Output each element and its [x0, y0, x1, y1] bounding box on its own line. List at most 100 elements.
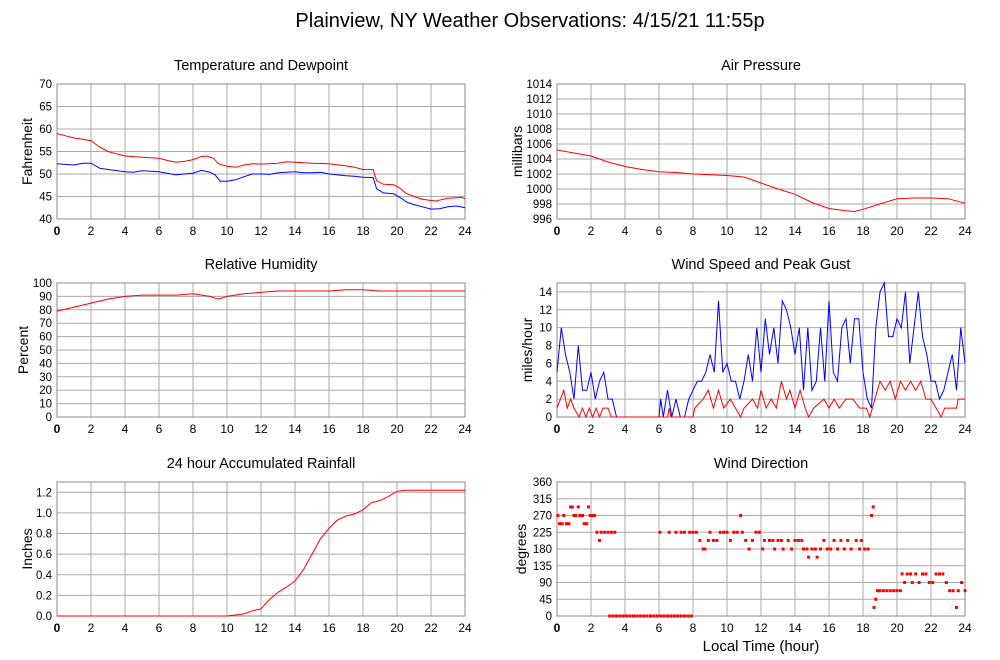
panel-title: Air Pressure	[721, 58, 801, 74]
x-tick-label: 12	[254, 224, 268, 238]
y-tick-label: 0.4	[36, 570, 53, 582]
x-tick-label: 4	[622, 422, 629, 436]
y-axis-label: millibars	[509, 126, 525, 177]
data-point	[683, 614, 686, 618]
series-line-1	[56, 162, 466, 210]
x-tick-label: 16	[822, 224, 836, 238]
panel-title: Relative Humidity	[205, 257, 319, 273]
data-point	[632, 614, 635, 618]
x-tick-label: 18	[856, 621, 870, 635]
data-point	[802, 547, 805, 551]
data-point	[807, 555, 811, 559]
data-point	[581, 514, 584, 517]
data-point	[621, 614, 625, 618]
x-tick-label: 14	[288, 224, 302, 238]
series-line-0	[56, 289, 465, 312]
y-tick-label: 65	[39, 102, 52, 114]
x-tick-label: 16	[822, 621, 836, 635]
data-point	[722, 530, 726, 534]
x-tick-label: 24	[958, 224, 972, 238]
y-tick-label: 0.6	[36, 549, 52, 561]
data-point	[874, 597, 878, 601]
x-tick-label: 10	[220, 224, 234, 238]
panel-title: Wind Direction	[714, 456, 808, 472]
x-tick-label: 24	[958, 422, 972, 436]
data-point	[718, 530, 722, 534]
data-point	[892, 589, 896, 593]
x-tick-label: 2	[88, 621, 95, 635]
x-tick-label: 18	[856, 224, 870, 238]
panel-title: 24 hour Accumulated Rainfall	[167, 456, 356, 472]
y-tick-label: 1004	[526, 154, 552, 166]
x-tick-label: 24	[458, 422, 472, 436]
x-tick-label: 20	[890, 224, 904, 238]
data-point	[854, 538, 858, 542]
data-point	[905, 572, 909, 576]
y-tick-label: 135	[533, 561, 552, 573]
data-point	[895, 589, 899, 593]
data-point	[658, 530, 662, 534]
data-point	[813, 547, 817, 551]
data-point	[703, 547, 707, 551]
x-tick-label: 2	[588, 422, 595, 436]
data-point	[810, 547, 814, 551]
data-point	[921, 572, 924, 576]
y-tick-label: 1006	[526, 139, 552, 151]
y-tick-label: 50	[39, 345, 52, 357]
y-tick-label: 1010	[526, 109, 552, 121]
data-point	[768, 538, 771, 542]
y-tick-label: 10	[39, 399, 52, 411]
y-axis-label: degrees	[513, 524, 529, 575]
data-point	[863, 547, 867, 551]
x-tick-label: 22	[424, 422, 438, 436]
data-point	[558, 522, 562, 526]
y-tick-label: 30	[39, 372, 52, 384]
y-tick-label: 1012	[526, 94, 552, 106]
x-tick-label: 6	[156, 621, 163, 635]
data-point	[836, 547, 839, 551]
data-point	[611, 614, 615, 618]
y-tick-label: 14	[539, 287, 552, 299]
x-tick-label: 22	[924, 621, 938, 635]
x-tick-label: 18	[356, 621, 370, 635]
data-point	[815, 555, 819, 559]
data-point	[931, 581, 935, 584]
x-axis-label: Local Time (hour)	[703, 638, 820, 655]
data-point	[872, 605, 876, 609]
data-point	[900, 572, 904, 576]
data-point	[888, 589, 892, 593]
x-tick-label: 24	[458, 224, 472, 238]
x-tick-label: 20	[390, 224, 404, 238]
y-tick-label: 998	[533, 199, 552, 211]
x-tick-label: 0	[54, 621, 61, 635]
data-point	[578, 514, 582, 517]
y-tick-label: 1.0	[36, 508, 52, 520]
data-point	[586, 505, 590, 509]
data-point	[652, 614, 656, 618]
data-point	[885, 589, 889, 593]
y-tick-label: 70	[39, 79, 52, 91]
data-point	[608, 614, 612, 618]
data-point	[691, 530, 695, 534]
data-point	[825, 547, 829, 551]
y-tick-label: 100	[33, 278, 52, 290]
data-point	[898, 589, 902, 593]
x-tick-label: 14	[288, 621, 302, 635]
x-tick-label: 22	[924, 224, 938, 238]
data-point	[819, 547, 822, 551]
data-point	[858, 547, 862, 551]
series-line-0	[56, 133, 466, 202]
data-point	[870, 514, 873, 517]
data-point	[689, 614, 693, 618]
data-point	[859, 538, 863, 542]
x-tick-label: 0	[554, 621, 561, 635]
data-point	[757, 530, 761, 534]
data-point	[715, 538, 719, 542]
data-point	[849, 547, 853, 551]
data-point	[846, 538, 850, 542]
y-tick-label: 6	[546, 358, 552, 370]
data-point	[744, 538, 748, 542]
